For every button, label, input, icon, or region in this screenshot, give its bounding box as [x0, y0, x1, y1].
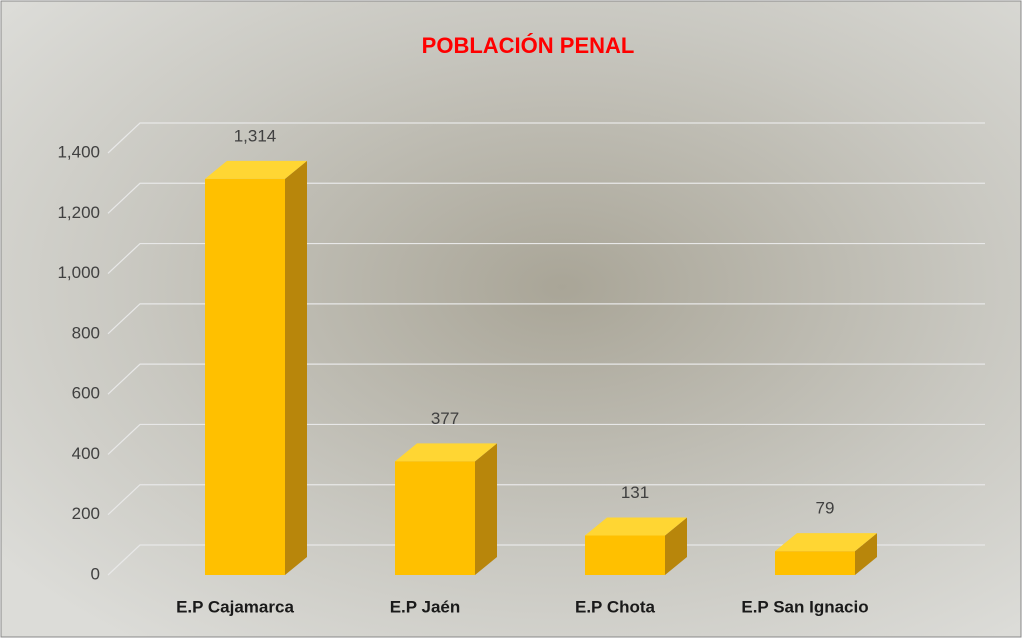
- y-tick-label: 800: [72, 323, 100, 342]
- y-tick-label: 1,000: [57, 263, 100, 282]
- y-tick-label: 1,200: [57, 203, 100, 222]
- data-label: 79: [816, 499, 835, 518]
- chart-title: POBLACIÓN PENAL: [422, 33, 635, 58]
- data-label: 1,314: [234, 126, 277, 145]
- x-tick-label: E.P Chota: [575, 597, 656, 616]
- bar: [585, 536, 665, 575]
- data-label: 377: [431, 409, 459, 428]
- data-label: 131: [621, 483, 649, 502]
- bar-side: [475, 443, 497, 575]
- page: POBLACIÓN PENAL 0 200 400 600 800 1,000 1,200 1…: [0, 0, 1025, 640]
- bar: [205, 179, 285, 575]
- bar: [775, 551, 855, 575]
- x-tick-label: E.P San Ignacio: [741, 597, 868, 616]
- x-tick-label: E.P Cajamarca: [176, 597, 294, 616]
- y-tick-label: 600: [72, 384, 100, 403]
- bar: [395, 461, 475, 575]
- y-tick-label: 400: [72, 444, 100, 463]
- bar-side: [285, 161, 307, 575]
- y-tick-label: 1,400: [57, 142, 100, 161]
- y-tick-label: 0: [91, 564, 100, 583]
- y-tick-label: 200: [72, 504, 100, 523]
- chart: POBLACIÓN PENAL 0 200 400 600 800 1,000 1,200 1…: [0, 0, 1025, 640]
- x-tick-label: E.P Jaén: [390, 597, 461, 616]
